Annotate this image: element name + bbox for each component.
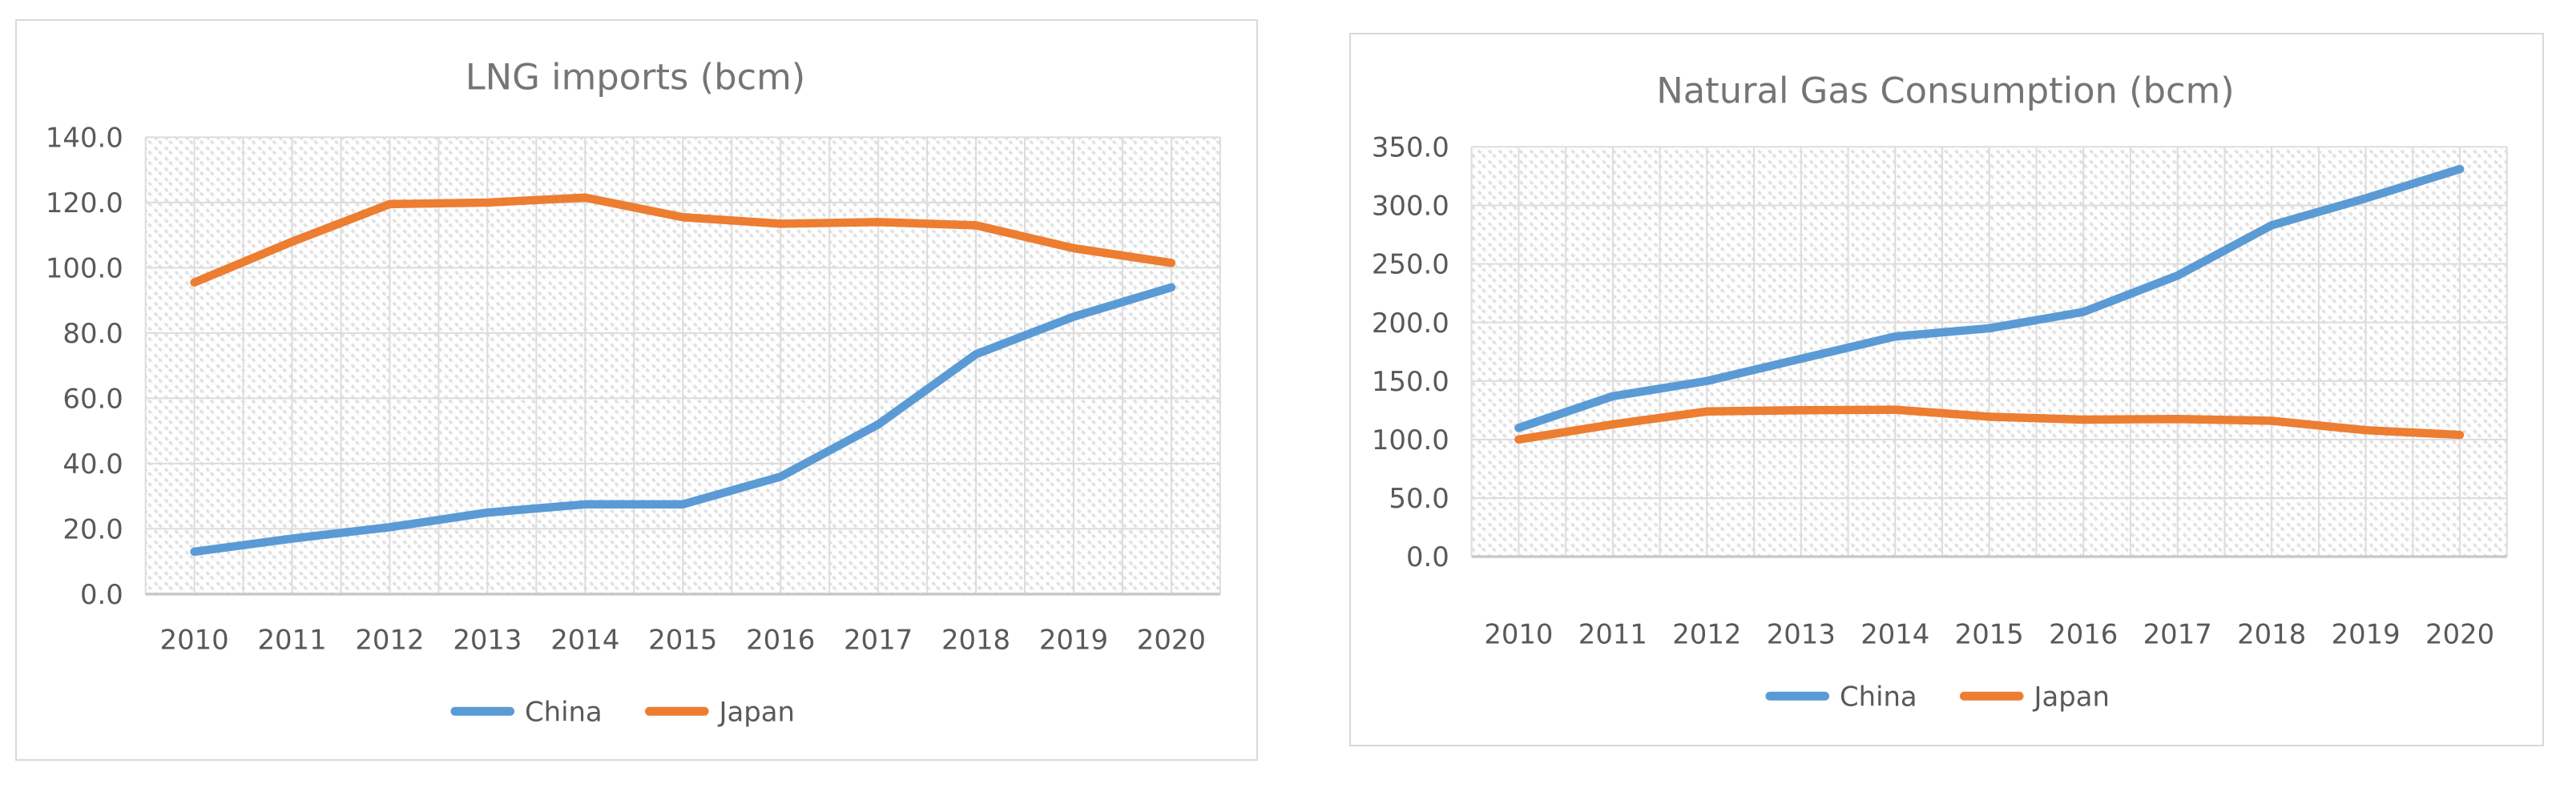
legend: China Japan <box>450 696 795 727</box>
y-tick-label: 20.0 <box>62 514 123 545</box>
x-axis-tick-labels: 2010 2011 2012 2013 2014 2015 2016 2017 2018 2019… <box>1484 619 2494 650</box>
chart-card-lng-imports: 0.0 20.0 40.0 60.0 80.0 100.0 120.0 140.0 2010 20… <box>15 19 1258 761</box>
y-tick-label: 300.0 <box>1372 191 1449 222</box>
legend-item-japan: Japan <box>644 696 795 727</box>
legend-label: China <box>525 696 603 727</box>
x-tick-label: 2020 <box>1137 625 1206 656</box>
y-tick-label: 250.0 <box>1372 249 1449 280</box>
y-tick-label: 200.0 <box>1372 308 1449 339</box>
series-line-japan <box>190 193 1176 287</box>
x-tick-label: 2012 <box>355 625 424 656</box>
legend-swatch-japan <box>1959 691 2024 701</box>
x-tick-label: 2014 <box>1860 619 1929 650</box>
x-tick-label: 2014 <box>550 625 619 656</box>
x-tick-label: 2019 <box>2332 619 2401 650</box>
horizontal-gridlines <box>145 136 1220 596</box>
legend-swatch-japan <box>644 706 709 716</box>
x-tick-label: 2012 <box>1672 619 1741 650</box>
x-tick-label: 2020 <box>2425 619 2494 650</box>
x-tick-label: 2017 <box>2143 619 2212 650</box>
x-tick-label: 2015 <box>648 625 717 656</box>
y-tick-label: 40.0 <box>62 448 123 480</box>
series-line-china <box>1514 164 2465 432</box>
y-tick-label: 350.0 <box>1372 132 1449 163</box>
x-tick-label: 2011 <box>257 625 326 656</box>
y-axis-tick-labels: 0.0 50.0 100.0 150.0 200.0 250.0 300.0 350.0 <box>1372 132 1449 573</box>
vertical-gridlines <box>1470 147 2508 557</box>
y-axis-tick-labels: 0.0 20.0 40.0 60.0 80.0 100.0 120.0 140.0 <box>46 123 123 611</box>
x-tick-label: 2019 <box>1039 625 1108 656</box>
y-tick-label: 60.0 <box>62 384 123 415</box>
vertical-gridlines <box>144 137 1221 594</box>
series-line-japan <box>1514 405 2465 444</box>
x-tick-label: 2015 <box>1955 619 2024 650</box>
legend-label: China <box>1840 681 1917 712</box>
y-tick-label: 0.0 <box>1406 541 1449 573</box>
x-tick-label: 2018 <box>2237 619 2306 650</box>
legend-item-china: China <box>1765 681 1917 712</box>
chart-title: LNG imports (bcm) <box>466 56 806 98</box>
chart-title: Natural Gas Consumption (bcm) <box>1656 70 2235 112</box>
x-tick-label: 2010 <box>1484 619 1553 650</box>
y-tick-label: 0.0 <box>80 579 123 610</box>
x-axis-tick-labels: 2010 2011 2012 2013 2014 2015 2016 2017 2018 2019… <box>160 625 1206 656</box>
legend-swatch-china <box>450 706 515 716</box>
x-tick-label: 2018 <box>941 625 1010 656</box>
series-line-china <box>190 283 1176 557</box>
natural-gas-consumption-line-chart: 0.0 50.0 100.0 150.0 200.0 250.0 300.0 350.0 201… <box>1372 70 2508 712</box>
legend: China Japan <box>1765 681 2110 712</box>
legend-swatch-china <box>1765 691 1830 701</box>
x-tick-label: 2011 <box>1578 619 1647 650</box>
x-tick-label: 2016 <box>746 625 815 656</box>
y-tick-label: 100.0 <box>46 253 123 284</box>
x-tick-label: 2013 <box>453 625 522 656</box>
x-tick-label: 2010 <box>160 625 229 656</box>
y-tick-label: 80.0 <box>62 318 123 349</box>
y-tick-label: 150.0 <box>1372 366 1449 397</box>
y-tick-label: 120.0 <box>46 187 123 219</box>
chart-card-natural-gas-consumption: 0.0 50.0 100.0 150.0 200.0 250.0 300.0 350.0 201… <box>1349 33 2544 746</box>
legend-label: Japan <box>2033 681 2110 712</box>
x-tick-label: 2017 <box>844 625 913 656</box>
y-tick-label: 100.0 <box>1372 424 1449 456</box>
x-tick-label: 2013 <box>1767 619 1836 650</box>
y-tick-label: 140.0 <box>46 123 123 154</box>
legend-item-japan: Japan <box>1959 681 2110 712</box>
legend-label: Japan <box>718 696 795 727</box>
x-tick-label: 2016 <box>2049 619 2118 650</box>
legend-item-china: China <box>450 696 603 727</box>
y-tick-label: 50.0 <box>1389 483 1449 514</box>
